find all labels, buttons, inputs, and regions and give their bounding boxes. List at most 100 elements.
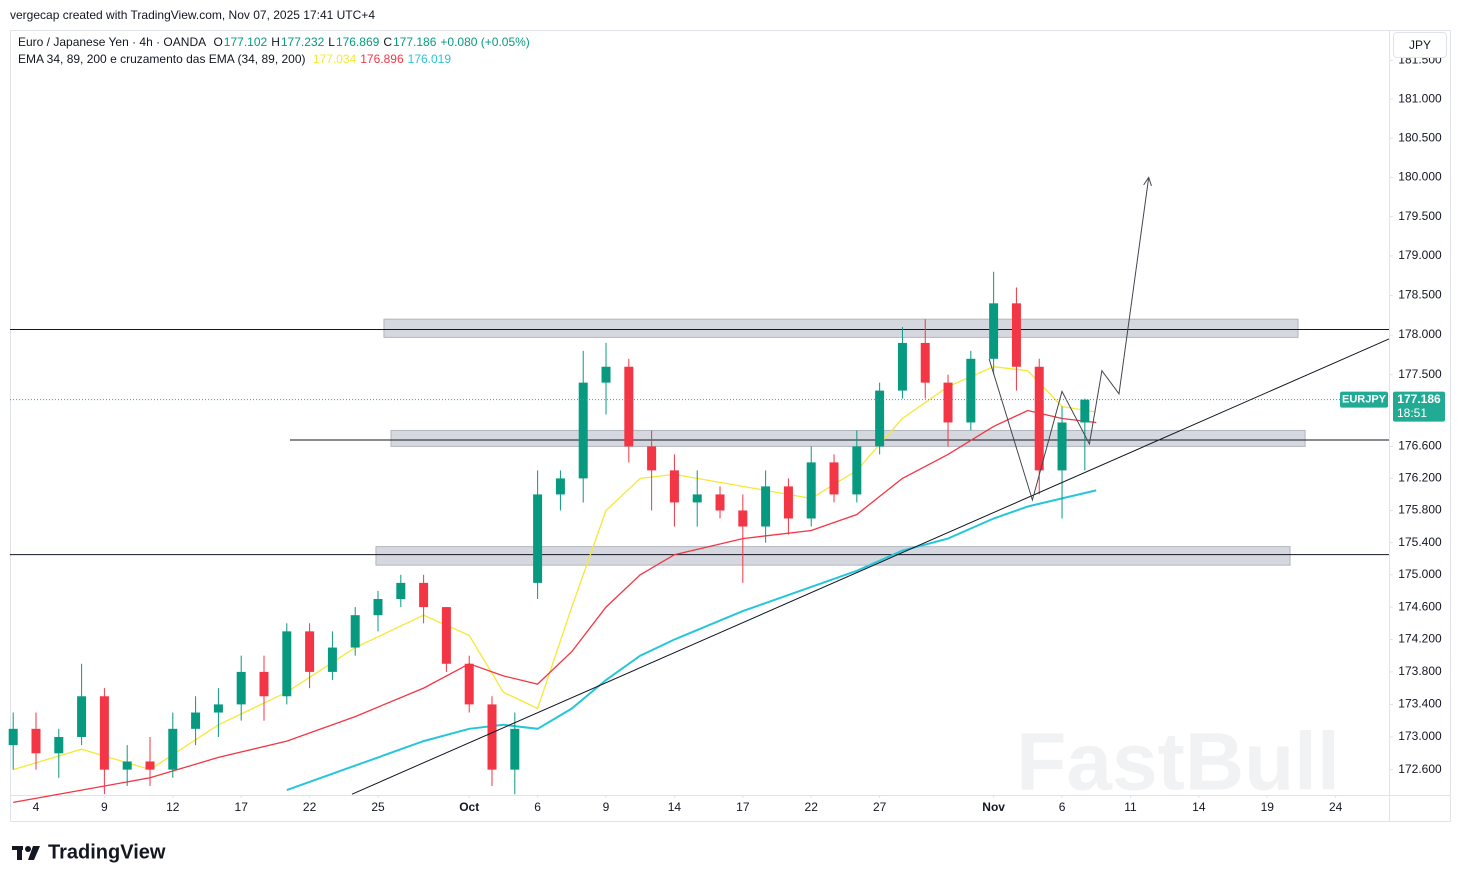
symbol-line: Euro / Japanese Yen · 4h · OANDA O177.10… — [18, 35, 534, 49]
candle-body — [259, 671, 269, 697]
x-tick-label: 24 — [1329, 800, 1343, 814]
x-tick-label: 17 — [235, 800, 249, 814]
y-tick-label: 174.200 — [1398, 632, 1442, 646]
x-tick-label: 27 — [873, 800, 887, 814]
indicator-value: 176.019 — [407, 52, 452, 66]
x-tick-label: 22 — [805, 800, 819, 814]
candle-body — [989, 303, 999, 359]
brand-logo — [12, 846, 40, 860]
y-tick-label: 177.500 — [1398, 367, 1442, 381]
symbol-tag-label: EURJPY — [1342, 394, 1387, 406]
candle-body — [213, 704, 223, 713]
x-tick-label: 19 — [1261, 800, 1275, 814]
y-tick-label: 176.600 — [1398, 439, 1442, 453]
candle-body — [122, 761, 132, 770]
candle-body — [1011, 303, 1021, 367]
credit: vergecap created with TradingView.com, N… — [10, 8, 375, 22]
x-tick-label: 11 — [1124, 800, 1137, 814]
trendline — [351, 338, 1390, 795]
y-tick-label: 175.400 — [1398, 535, 1442, 549]
ohlc-key: H — [271, 35, 280, 49]
candle-body — [692, 494, 702, 503]
candle-body — [168, 728, 178, 770]
candle-body — [282, 631, 292, 697]
candle-body — [373, 599, 383, 616]
candle-body — [852, 446, 862, 495]
candle-body — [236, 671, 246, 705]
change: +0.080 (+0.05%) — [440, 35, 530, 49]
candle-body — [54, 736, 64, 754]
x-tick-label: 6 — [534, 800, 541, 814]
candle-body — [441, 607, 451, 664]
countdown-label: 18:51 — [1397, 406, 1427, 420]
candle-body — [578, 382, 588, 479]
candle-body — [305, 631, 315, 672]
candle-body — [920, 342, 930, 383]
candle-body — [419, 582, 429, 608]
y-tick-label: 181.000 — [1398, 91, 1442, 105]
ohlc-value: 177.102 — [223, 35, 268, 49]
x-tick-label: 9 — [101, 800, 108, 814]
y-tick-label: 173.400 — [1398, 697, 1442, 711]
ohlc-key: L — [328, 35, 335, 49]
price-tag — [1393, 391, 1445, 422]
x-tick-label: 14 — [668, 800, 682, 814]
indicator-line: EMA 34, 89, 200 e cruzamento das EMA (34… — [18, 52, 455, 66]
y-tick-label: 173.800 — [1398, 664, 1442, 678]
x-tick-label: 9 — [603, 800, 610, 814]
candle-body — [350, 615, 360, 648]
candle-body — [8, 728, 18, 746]
candle-body — [1034, 366, 1044, 471]
x-tick-label: 12 — [166, 800, 180, 814]
y-tick-label: 174.600 — [1398, 599, 1442, 613]
indicator-value: 177.034 — [312, 52, 357, 66]
brand: TradingView — [48, 841, 166, 863]
ohlc-value: 177.186 — [393, 35, 437, 49]
candle-body — [487, 704, 497, 770]
x-tick-label: 17 — [736, 800, 750, 814]
candle-body — [966, 358, 976, 423]
candle-body — [77, 696, 87, 737]
symbol: Euro / Japanese Yen · 4h · OANDA — [18, 35, 207, 49]
y-tick-label: 179.500 — [1398, 209, 1442, 223]
candle-body — [875, 390, 885, 447]
candle-body — [145, 761, 155, 770]
zone — [375, 546, 1291, 566]
candle-body — [738, 510, 748, 527]
ema-line — [13, 409, 1097, 804]
x-tick-label: Oct — [459, 800, 479, 814]
candle-body — [191, 712, 201, 729]
y-tick-label: 179.000 — [1398, 248, 1442, 262]
candle-body — [1080, 399, 1090, 423]
y-tick-label: 178.500 — [1398, 288, 1442, 302]
y-tick-label: 173.000 — [1398, 729, 1442, 743]
candle-body — [783, 486, 793, 519]
y-tick-label: 176.200 — [1398, 471, 1442, 485]
indicator: EMA 34, 89, 200 e cruzamento das EMA (34… — [18, 52, 306, 66]
y-tick-label: 172.600 — [1398, 762, 1442, 776]
candle-body — [761, 486, 771, 527]
symbol-tag — [1340, 391, 1388, 408]
currency-button[interactable]: JPY — [1393, 32, 1447, 58]
x-tick-label: 6 — [1059, 800, 1066, 814]
zone — [390, 429, 1306, 447]
y-tick-label: 175.000 — [1398, 567, 1442, 581]
ema-line — [13, 366, 1097, 771]
x-tick-label: 4 — [33, 800, 40, 814]
candle-body — [806, 462, 816, 519]
watermark: FastBull — [1016, 717, 1339, 808]
candle-body — [601, 366, 611, 383]
candle-body — [647, 446, 657, 471]
ohlc-value: 177.232 — [280, 35, 325, 49]
projection-path — [988, 177, 1150, 502]
ohlc-value: 176.869 — [335, 35, 380, 49]
y-tick-label: 180.500 — [1398, 130, 1442, 144]
candle-body — [31, 728, 41, 754]
candle-body — [897, 342, 907, 391]
candle-body — [624, 366, 634, 447]
zone — [383, 318, 1299, 338]
price-tag-label: 177.186 — [1397, 392, 1441, 406]
candle-body — [829, 462, 839, 495]
y-tick-label: 180.000 — [1398, 170, 1442, 184]
